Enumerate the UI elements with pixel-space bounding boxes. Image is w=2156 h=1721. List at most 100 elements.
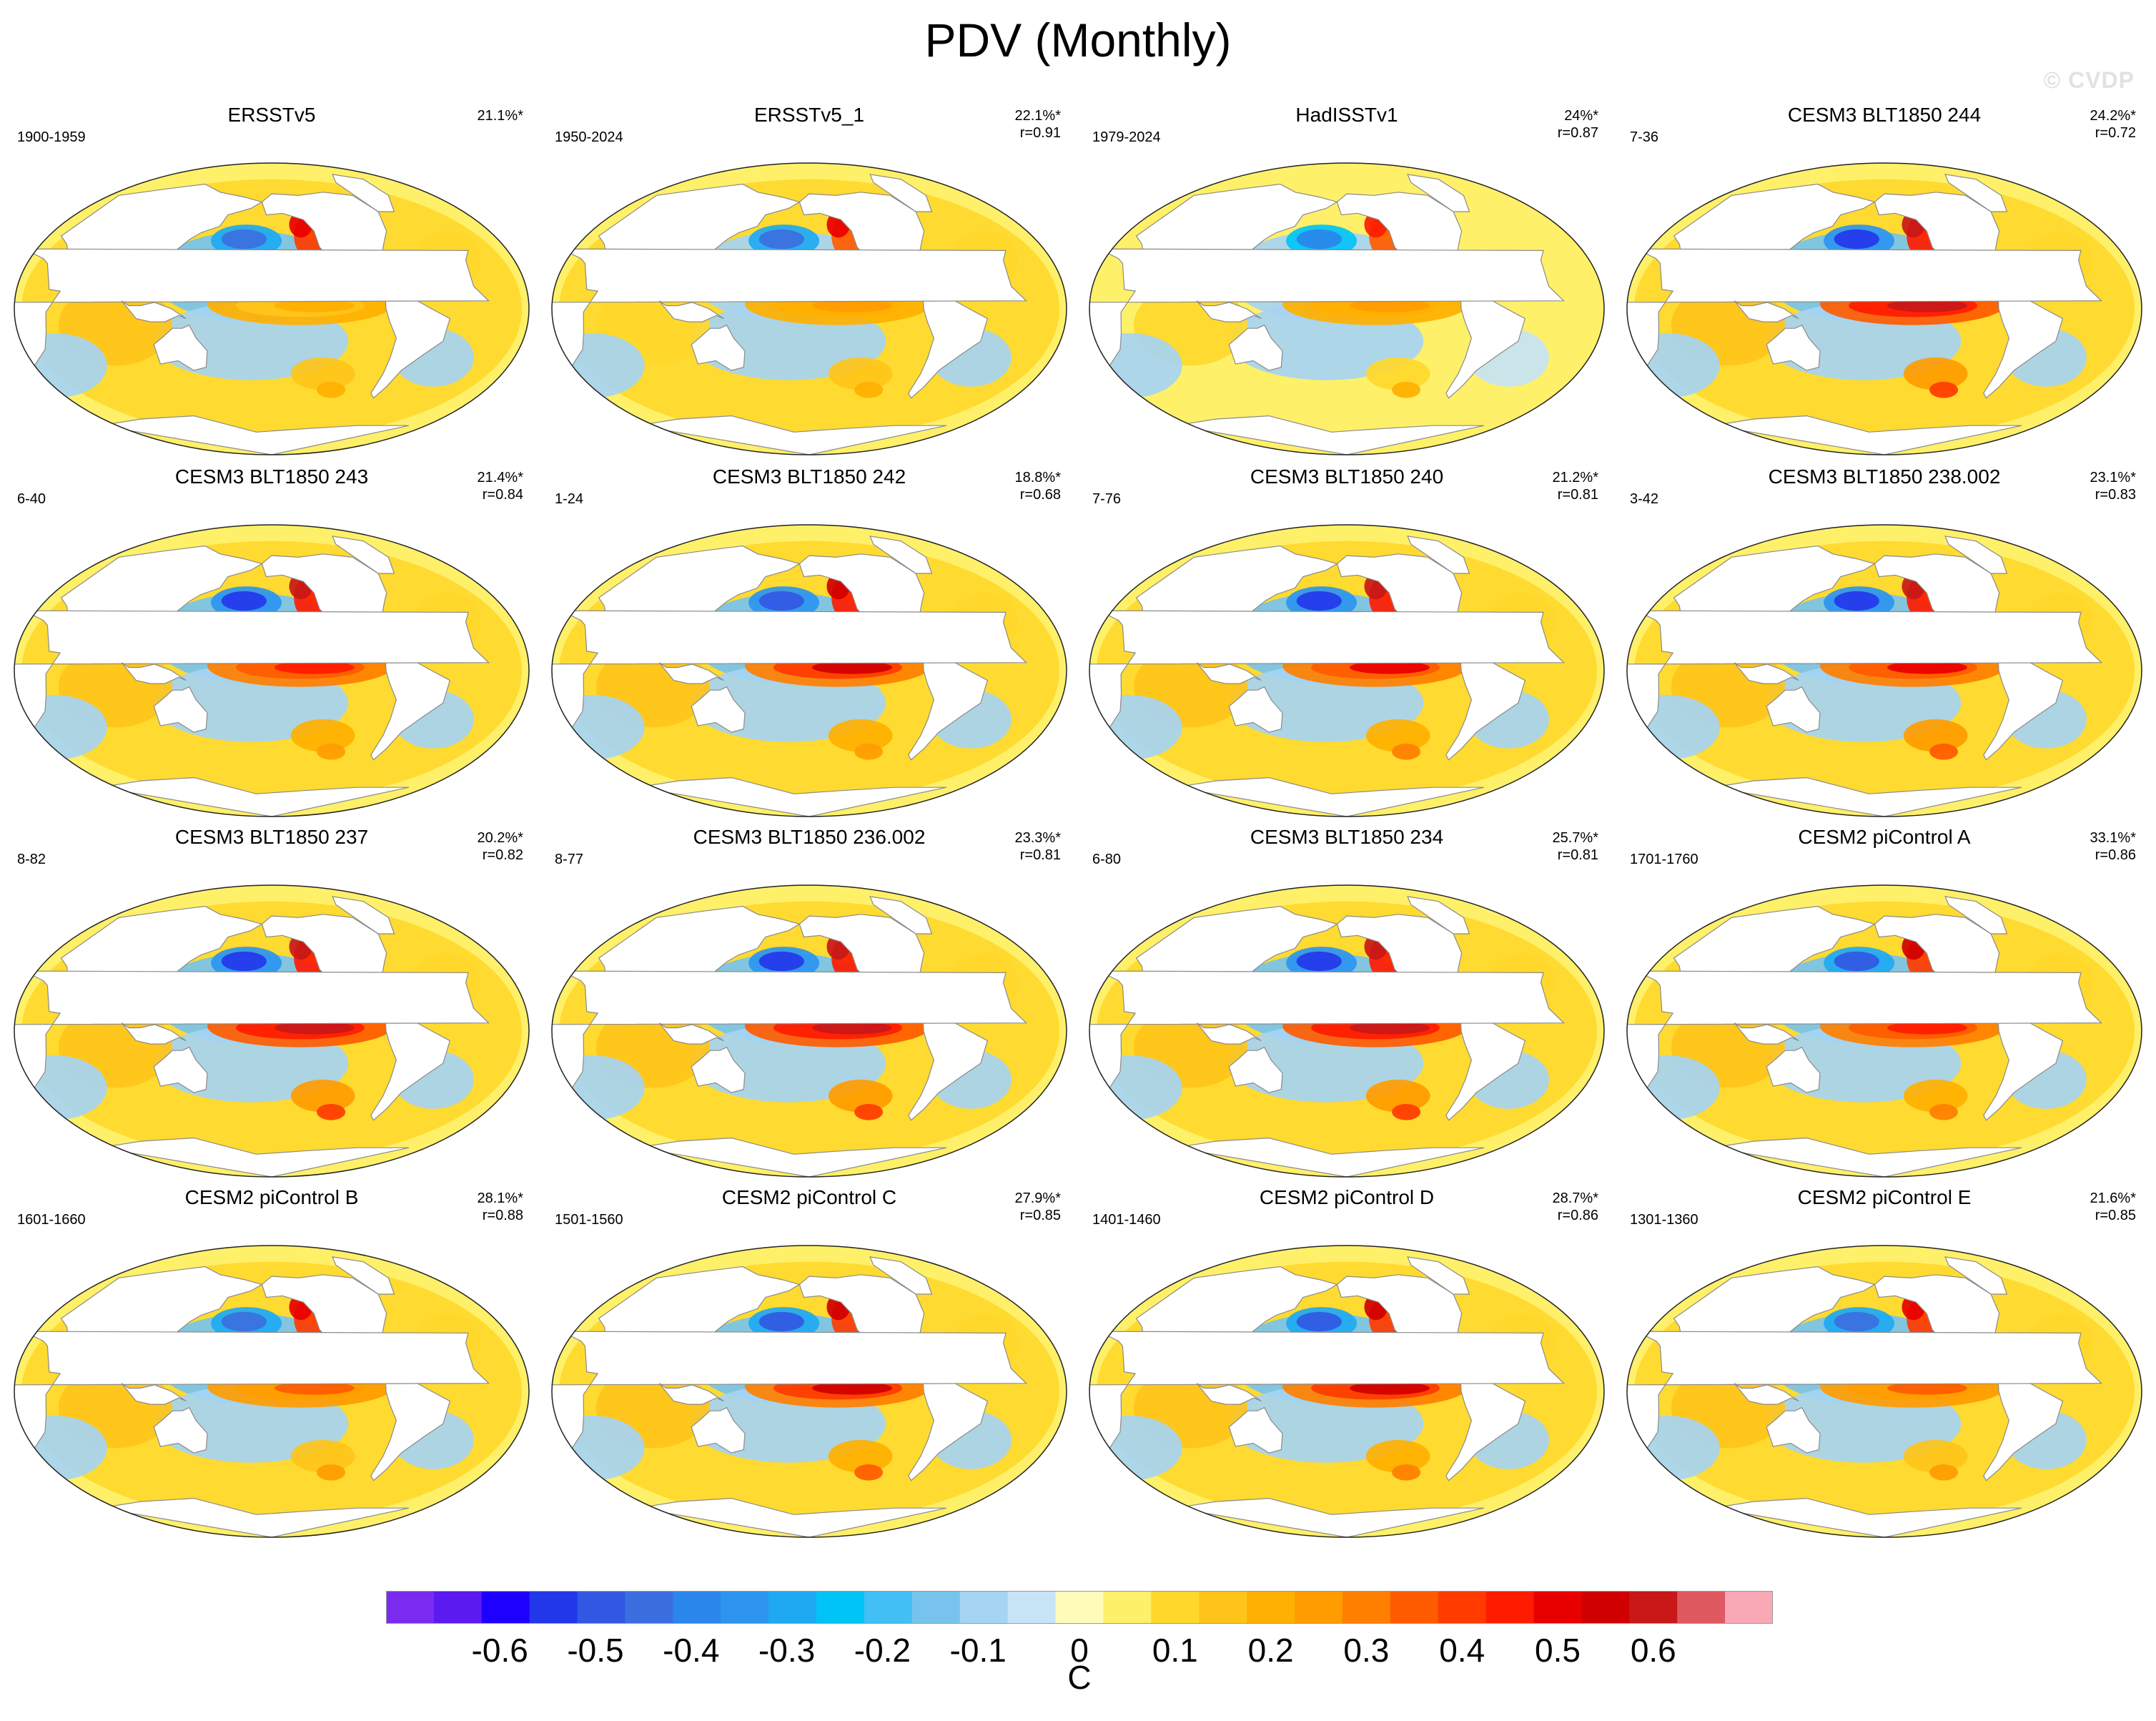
land-south-america (1445, 289, 1526, 399)
land-africa (1627, 1331, 2102, 1449)
colorbar-tick-label: 0.4 (1439, 1632, 1485, 1669)
map-boundary (551, 1245, 1067, 1538)
colorbar-tick-label: -0.4 (663, 1632, 720, 1669)
colorbar-frame (386, 1591, 1773, 1624)
panel-period: 6-40 (17, 491, 46, 507)
variance-explained: 23.3%* (1014, 830, 1062, 846)
panel-title: HadISSTv1 (1295, 104, 1398, 126)
land-indonesia (1734, 1022, 1799, 1045)
variance-explained: 20.2%* (477, 830, 524, 846)
anomaly-region (1392, 744, 1421, 760)
land-greenland (1407, 174, 1470, 212)
pattern-correlation: r=0.86 (1557, 1208, 1598, 1223)
land-australia (1766, 1046, 1821, 1093)
pattern-correlation: r=0.86 (2095, 847, 2136, 863)
robinson-map (1626, 162, 2142, 455)
panel-period: 1-24 (555, 491, 584, 507)
variance-explained: 21.1%* (477, 108, 524, 124)
panel-stats: 24%* r=0.87 (1558, 107, 1598, 142)
anomaly-region (275, 1021, 355, 1035)
land-antarctica (1175, 1497, 1485, 1537)
robinson-map (551, 1245, 1067, 1538)
panel-stats: 33.1%* r=0.86 (2090, 829, 2137, 864)
panel-title: CESM2 piControl E (1797, 1186, 1972, 1208)
anomaly-region (290, 719, 355, 752)
land-australia (1228, 324, 1283, 371)
variance-explained: 24%* (1564, 108, 1598, 124)
colorbar-swatch (864, 1591, 913, 1624)
panel-stats: 24.2%* r=0.72 (2090, 107, 2137, 142)
map-panel: CESM2 piControl A 1701-1760 33.1%* r=0.86 (1616, 824, 2153, 1183)
map-panel: CESM2 piControl B 1601-1660 28.1%* r=0.88 (3, 1184, 540, 1543)
land-indonesia (121, 662, 187, 684)
panel-title: ERSSTv5 (227, 104, 316, 126)
land-south-america (370, 651, 451, 761)
variance-explained: 27.9%* (1014, 1190, 1062, 1206)
colorbar-unit: C (1067, 1659, 1092, 1696)
land-greenland (869, 536, 933, 574)
land-indonesia (1734, 300, 1799, 322)
land-greenland (869, 1256, 933, 1295)
robinson-map (1626, 884, 2142, 1178)
land-south-america (1983, 289, 2064, 399)
anomaly-region (1296, 1311, 1342, 1332)
land-greenland (332, 1256, 395, 1295)
colorbar-tick-label: -0.2 (854, 1632, 911, 1669)
panel-period: 1950-2024 (555, 129, 623, 145)
land-antarctica (99, 1137, 410, 1177)
map-boundary (14, 884, 530, 1178)
map-boundary (1089, 884, 1605, 1178)
land-indonesia (121, 1383, 187, 1405)
land-australia (1228, 1046, 1283, 1093)
panel-title: CESM3 BLT1850 244 (1787, 104, 1982, 126)
colorbar (386, 1591, 1773, 1624)
variance-explained: 22.1%* (1014, 108, 1062, 124)
anomaly-region (758, 951, 804, 972)
land-antarctica (637, 776, 947, 817)
colorbar-swatch (673, 1591, 721, 1624)
map-panel: ERSSTv5 1900-1959 21.1%* (3, 102, 540, 460)
anomaly-region (221, 591, 267, 611)
colorbar-swatch (577, 1591, 625, 1624)
land-south-america (370, 1011, 451, 1121)
land-antarctica (1712, 1497, 2022, 1537)
anomaly-region (828, 1440, 893, 1473)
variance-explained: 21.6%* (2090, 1190, 2137, 1206)
anomaly-region (1365, 1080, 1430, 1113)
land-indonesia (1734, 662, 1799, 684)
anomaly-region (317, 1464, 346, 1481)
colorbar-swatch (481, 1591, 530, 1624)
anomaly-region (854, 1464, 884, 1481)
colorbar-swatch (1677, 1591, 1726, 1624)
panel-stats: 21.2%* r=0.81 (1553, 469, 1599, 503)
land-greenland (1944, 536, 2008, 574)
variance-explained: 33.1%* (2090, 830, 2137, 846)
variance-explained: 21.4%* (477, 470, 524, 485)
land-greenland (869, 174, 933, 212)
colorbar-swatch (1007, 1591, 1057, 1624)
panel-title: CESM3 BLT1850 237 (174, 826, 369, 848)
anomaly-region (290, 1080, 355, 1113)
land-africa (14, 248, 490, 367)
panel-period: 7-76 (1092, 491, 1122, 507)
map-boundary (14, 524, 530, 817)
anomaly-region (1903, 1440, 1968, 1473)
anomaly-region (1929, 382, 1959, 398)
land-australia (691, 686, 746, 733)
anomaly-region (221, 1311, 267, 1332)
panel-title: ERSSTv5_1 (753, 104, 865, 126)
anomaly-region (290, 357, 355, 390)
variance-explained: 28.1%* (477, 1190, 524, 1206)
anomaly-region (1296, 229, 1342, 250)
land-africa (1627, 610, 2102, 729)
land-africa (552, 1331, 1027, 1449)
colorbar-swatch (1247, 1591, 1295, 1624)
panel-stats: 28.7%* r=0.86 (1553, 1190, 1599, 1224)
land-south-america (908, 1371, 989, 1481)
figure-title: PDV (Monthly) (924, 14, 1232, 66)
anomaly-region (1392, 382, 1421, 398)
anomaly-region (854, 1104, 884, 1120)
pattern-correlation: r=0.88 (482, 1208, 523, 1223)
land-south-america (370, 289, 451, 399)
anomaly-region (1887, 1381, 1967, 1395)
